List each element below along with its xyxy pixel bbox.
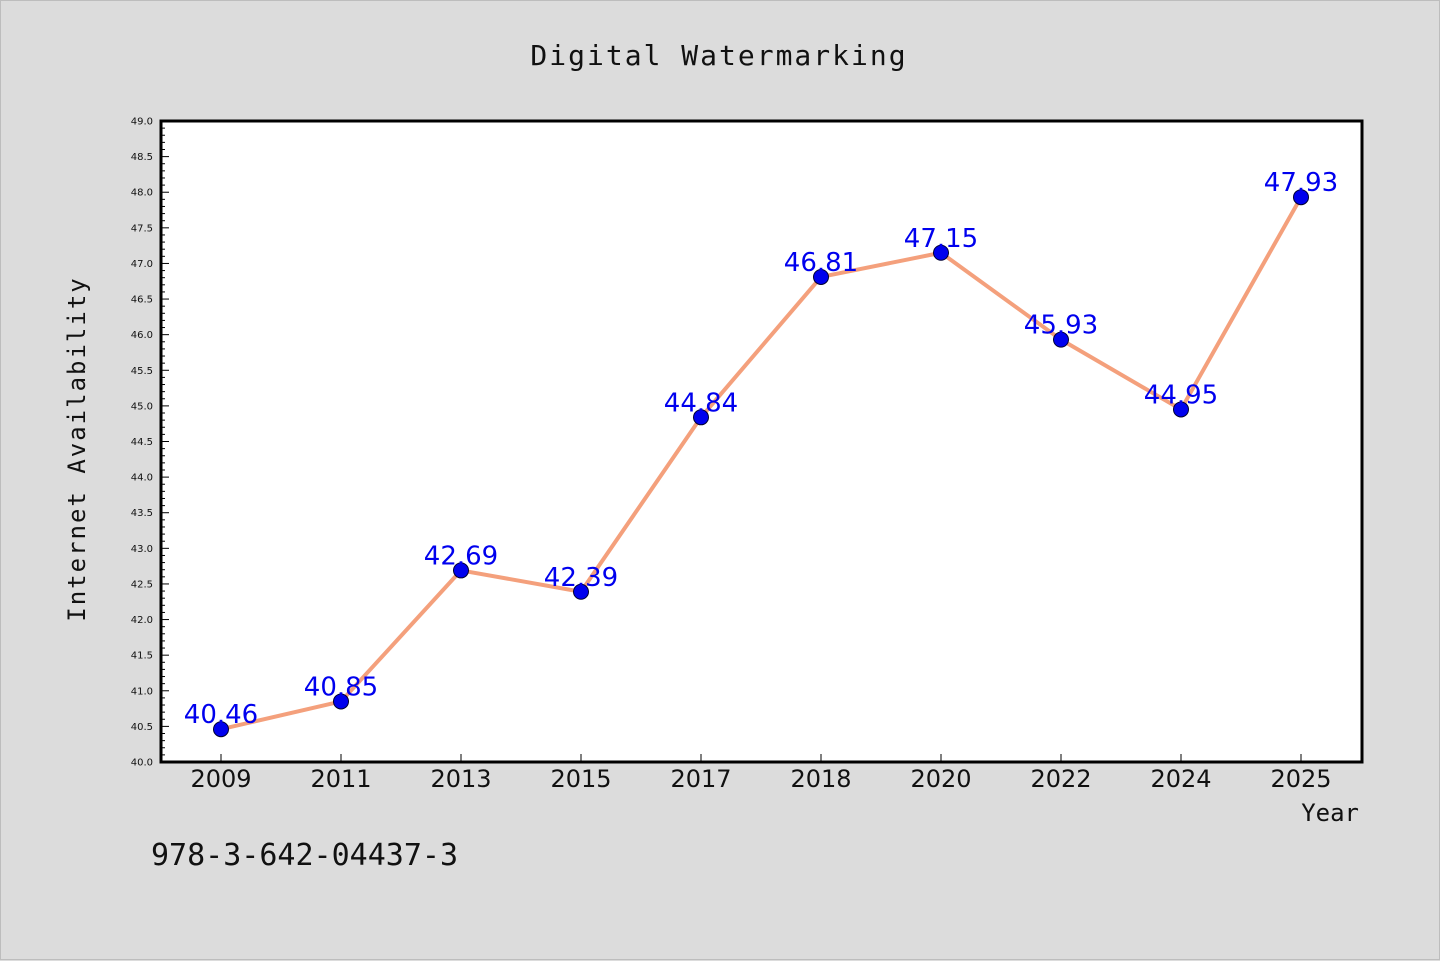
data-label: 47.15 (904, 224, 978, 254)
y-tick-label: 45.5 (131, 366, 153, 377)
y-tick-label: 47.5 (131, 223, 153, 234)
y-tick-label: 46.0 (131, 330, 153, 341)
data-label: 45.93 (1024, 311, 1098, 341)
y-tick-label: 46.5 (131, 295, 153, 306)
plot-area (159, 119, 1364, 764)
y-axis-ticks: 40.0 40.5 41.0 41.5 42.0 42.5 43.0 43.5 44.0 44.5… (131, 117, 169, 769)
data-point (813, 268, 829, 285)
y-tick-label: 41.0 (131, 686, 153, 697)
x-tick-label: 2025 (1270, 765, 1331, 793)
y-tick-label: 40.5 (131, 722, 153, 733)
x-tick-label: 2020 (910, 765, 971, 793)
data-label: 47.93 (1264, 168, 1338, 198)
y-tick-label: 49.0 (131, 117, 153, 128)
y-tick-label: 45.0 (131, 401, 153, 412)
y-tick-label: 42.0 (131, 615, 153, 626)
x-tick-label: 2013 (430, 765, 491, 793)
y-tick-label: 40.0 (131, 758, 153, 769)
series-group: 40.46 40.85 42.69 42.39 44.84 46.81 47.15 45.93… (184, 168, 1338, 738)
x-tick-label: 2017 (670, 765, 731, 793)
y-tick-label: 43.0 (131, 544, 153, 555)
x-tick-label: 2018 (790, 765, 851, 793)
isbn-footnote: 978-3-642-04437-3 (151, 838, 458, 873)
chart-title: Digital Watermarking (530, 39, 907, 72)
data-point (933, 244, 949, 261)
x-tick-label: 2015 (550, 765, 611, 793)
data-label: 40.46 (184, 700, 258, 730)
y-tick-label: 43.5 (131, 508, 153, 519)
data-label: 44.84 (664, 388, 738, 418)
data-point (333, 693, 349, 710)
x-axis-label: Year (1301, 799, 1359, 827)
data-label: 42.39 (544, 563, 618, 593)
data-label: 40.85 (304, 672, 378, 702)
data-point (1053, 331, 1069, 348)
x-tick-label: 2022 (1030, 765, 1091, 793)
y-tick-label: 41.5 (131, 651, 153, 662)
y-axis-label: Internet Availability (63, 276, 91, 621)
data-point (453, 562, 469, 579)
y-tick-label: 42.5 (131, 579, 153, 590)
x-tick-label: 2024 (1150, 765, 1211, 793)
data-point (693, 409, 709, 426)
y-tick-label: 44.5 (131, 437, 153, 448)
data-point (573, 583, 589, 600)
x-tick-label: 2011 (310, 765, 371, 793)
data-point (1293, 189, 1309, 206)
y-tick-label: 48.0 (131, 188, 153, 199)
y-tick-label: 47.0 (131, 259, 153, 270)
data-point (1173, 401, 1189, 418)
data-label: 42.69 (424, 541, 498, 571)
data-label: 46.81 (784, 248, 858, 278)
data-point (213, 721, 229, 738)
y-tick-label: 48.5 (131, 152, 153, 163)
y-tick-label: 44.0 (131, 473, 153, 484)
data-label: 44.95 (1144, 380, 1218, 410)
x-tick-label: 2009 (190, 765, 251, 793)
x-axis-ticks: 2009 2011 2013 2015 2017 2018 2020 2022 2024 2025 (190, 754, 1332, 793)
series-line (220, 196, 1303, 732)
